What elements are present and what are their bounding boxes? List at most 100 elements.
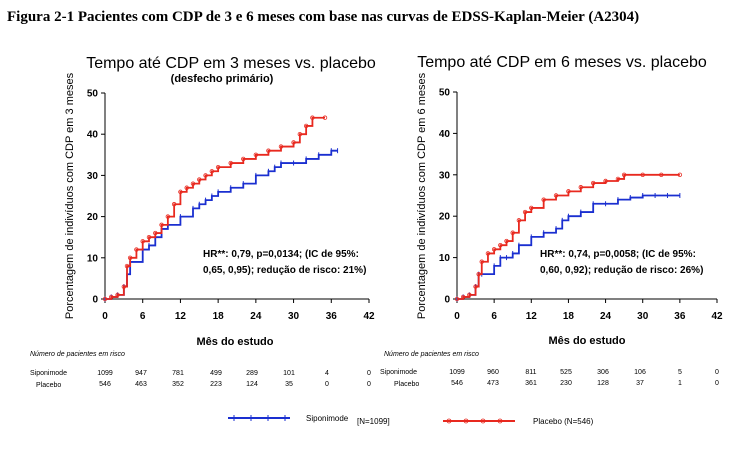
legend-marker	[480, 418, 486, 424]
risk-count: 230	[560, 380, 572, 387]
chart-2-point-placebo	[621, 172, 627, 177]
chart-1-point-placebo	[241, 156, 246, 162]
risk-count: 306	[597, 369, 609, 376]
x-tick-label: 12	[175, 311, 187, 322]
chart-2-point-placebo	[522, 209, 528, 215]
chart-1-point-placebo	[127, 255, 133, 260]
chart-1-series-siponimode	[105, 149, 338, 300]
risk-count: 361	[525, 380, 537, 387]
risk-count: 5	[678, 369, 682, 376]
chart-1-point-placebo	[190, 181, 196, 186]
risk-count: 0	[367, 370, 371, 377]
x-tick-label: 30	[637, 311, 649, 322]
x-tick-label: 0	[102, 311, 108, 322]
legend-marker	[463, 418, 469, 424]
chart-2-point-placebo	[516, 218, 522, 223]
chart-2-point-placebo	[578, 185, 584, 190]
chart-1-risk-header: Número de pacientes em risco	[30, 351, 125, 358]
y-tick-label: 0	[444, 295, 450, 306]
chart-1-point-placebo	[322, 115, 328, 120]
risk-count: 37	[636, 380, 644, 387]
chart-1-point-placebo	[165, 214, 171, 219]
legend: Siponimode [N=1099] Placebo (N=546)	[228, 414, 594, 426]
risk-count: 546	[99, 381, 111, 388]
chart-1-point-placebo	[310, 115, 315, 120]
chart-2-point-placebo	[590, 180, 596, 186]
y-tick-label: 10	[87, 253, 99, 264]
chart-1-risk-label-placebo: Placebo	[36, 382, 61, 389]
risk-count: 289	[246, 370, 258, 377]
risk-count: 35	[285, 381, 293, 388]
x-tick-label: 42	[711, 311, 723, 322]
chart-1-point-placebo	[203, 173, 208, 178]
x-tick-label: 30	[288, 311, 300, 322]
risk-count: 546	[451, 380, 463, 387]
risk-count: 0	[715, 380, 719, 387]
x-tick-label: 6	[491, 311, 497, 322]
risk-count: 811	[525, 369, 536, 376]
chart-1-risk-label-siponimode: Siponimode	[30, 370, 67, 377]
y-tick-label: 40	[439, 129, 451, 140]
risk-count: 0	[367, 381, 371, 388]
chart-1-point-placebo	[102, 296, 108, 302]
chart-1-point-placebo	[303, 123, 309, 129]
chart-2-point-placebo	[541, 197, 546, 202]
risk-count: 781	[172, 370, 184, 377]
chart-2-point-placebo	[498, 242, 503, 248]
chart-2-point-placebo	[504, 238, 509, 244]
y-tick-label: 30	[87, 171, 99, 182]
chart-2-point-placebo	[529, 205, 534, 211]
chart-1-point-placebo	[266, 148, 271, 153]
chart-1-subtitle: (desfecho primário)	[171, 73, 274, 85]
legend-placebo-swatch	[443, 418, 515, 424]
risk-count: 106	[634, 369, 646, 376]
chart-2-hr-line-2: 0,60, 0,92); redução de risco: 26%)	[540, 265, 703, 276]
y-tick-label: 0	[92, 295, 98, 306]
chart-2-point-placebo	[473, 284, 478, 289]
chart-1-point-placebo	[178, 189, 183, 195]
risk-count: 525	[560, 369, 572, 376]
risk-count: 1099	[97, 370, 113, 377]
chart-1-point-placebo	[197, 177, 202, 182]
chart-2-point-placebo	[476, 271, 481, 277]
risk-count: 1099	[449, 369, 465, 376]
chart-2-risk-label-placebo: Placebo	[394, 381, 419, 388]
chart-1-point-placebo	[146, 234, 152, 240]
legend-siponimode-swatch	[228, 415, 290, 421]
chart-2-point-placebo	[510, 230, 515, 235]
chart-2-xlabel: Mês do estudo	[548, 335, 625, 347]
chart-2-risk-label-siponimode: Siponimode	[380, 369, 417, 376]
chart-1-point-placebo	[140, 239, 145, 244]
chart-2-risk-header: Número de pacientes em risco	[384, 351, 479, 358]
chart-2-ylabel: Porcentagem de indivíduos com CDP em 6 m…	[416, 72, 428, 319]
chart-1-title: Tempo até CDP em 3 meses vs. placebo	[86, 55, 376, 72]
chart-1-point-placebo	[121, 284, 127, 289]
chart-1-point-placebo	[278, 144, 284, 149]
chart-2-point-placebo	[467, 292, 472, 298]
chart-2-point-placebo	[677, 172, 683, 177]
x-tick-label: 12	[526, 311, 538, 322]
chart-1-point-placebo	[159, 222, 164, 228]
y-tick-label: 30	[439, 170, 451, 181]
chart-2-point-placebo	[491, 247, 497, 252]
risk-count: 463	[135, 381, 147, 388]
chart-2-point-placebo	[454, 296, 460, 302]
x-tick-label: 18	[563, 311, 575, 322]
risk-count: 1	[678, 380, 682, 387]
chart-2-hr-line-1: HR**: 0,74, p=0,0058; (IC de 95%:	[540, 249, 696, 260]
legend-siponimode-label: Siponimode	[306, 414, 349, 423]
risk-count: 128	[597, 380, 609, 387]
risk-count: 101	[283, 370, 295, 377]
y-tick-label: 50	[439, 88, 451, 99]
risk-count: 0	[325, 381, 329, 388]
chart-2-point-placebo	[566, 189, 571, 194]
chart-1-point-placebo	[153, 230, 158, 236]
legend-marker	[497, 418, 503, 424]
x-tick-label: 42	[363, 311, 375, 322]
x-tick-label: 24	[250, 311, 262, 322]
x-tick-label: 36	[326, 311, 338, 322]
chart-2-point-placebo	[553, 193, 559, 198]
chart-2-point-placebo	[659, 172, 664, 177]
